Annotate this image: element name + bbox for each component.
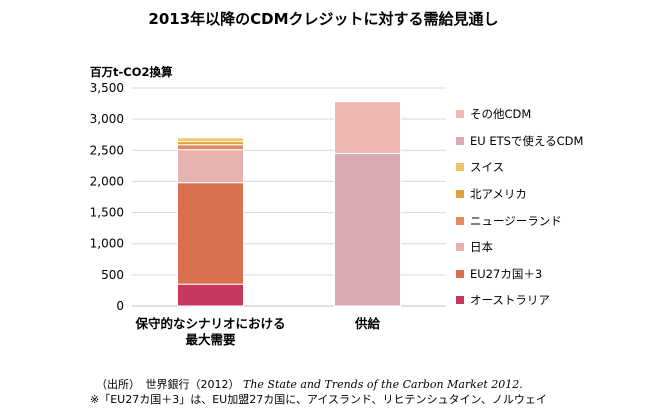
- legend-label: スイス: [470, 160, 505, 175]
- source-text: （出所） 世界銀行（2012） The State and Trends of …: [96, 377, 523, 392]
- legend-swatch: [456, 163, 464, 172]
- x-category-label: 供給: [354, 316, 381, 331]
- legend-item: ニュージーランド: [456, 207, 583, 234]
- bar-segment: [334, 152, 401, 307]
- legend-swatch: [456, 216, 464, 225]
- x-category-label: 最大需要: [185, 332, 236, 347]
- source-prefix: （出所） 世界銀行（2012）: [96, 378, 240, 391]
- legend-swatch: [456, 110, 464, 119]
- legend-label: 日本: [470, 240, 493, 255]
- legend-item: EU ETSで使えるCDM: [456, 128, 583, 155]
- legend-label: EU27カ国＋3: [470, 266, 543, 281]
- bar-segment: [177, 149, 244, 184]
- bar-segment: [177, 137, 244, 143]
- legend-swatch: [456, 243, 464, 252]
- y-tick-label: 3,500: [90, 81, 124, 95]
- bar-segment: [177, 182, 244, 285]
- legend-swatch: [456, 296, 464, 305]
- legend-label: その他CDM: [470, 107, 532, 122]
- y-tick-label: 1,000: [90, 237, 124, 251]
- bar-segment: [334, 101, 401, 154]
- bars: [177, 101, 401, 307]
- footnote: ※「EU27カ国＋3」は、EU加盟27カ国に、アイスランド、リヒテンシュタイン、…: [90, 393, 547, 406]
- legend-label: オーストラリア: [470, 293, 550, 308]
- legend-swatch: [456, 269, 464, 278]
- y-tick-label: 2,500: [90, 143, 124, 157]
- legend-item: オーストラリア: [456, 287, 583, 314]
- bar-segment: [177, 144, 244, 151]
- legend-item: その他CDM: [456, 101, 583, 128]
- y-tick-label: 2,000: [90, 174, 124, 188]
- y-tick-label: 1,500: [90, 206, 124, 220]
- legend-item: 北アメリカ: [456, 181, 583, 208]
- legend-swatch: [456, 190, 464, 199]
- stacked-bar-chart: 0 500 1,000 1,500 2,000 2,500 3,000 3,500 保守的なシ…: [90, 81, 446, 347]
- y-tick-label: 0: [116, 299, 124, 313]
- y-axis-unit-label: 百万t-CO2換算: [90, 65, 173, 79]
- y-tick-label: 500: [101, 268, 124, 282]
- y-axis-ticks: 0 500 1,000 1,500 2,000 2,500 3,000 3,500: [90, 81, 124, 313]
- legend-label: ニュージーランド: [470, 213, 562, 228]
- source-publication: The State and Trends of the Carbon Marke…: [243, 378, 523, 391]
- legend-label: EU ETSで使えるCDM: [470, 133, 584, 148]
- y-tick-label: 3,000: [90, 112, 124, 126]
- legend: その他CDM EU ETSで使えるCDM スイス北アメリカニュージーランド 日本 EU2…: [456, 101, 583, 314]
- legend-item: 日本: [456, 234, 583, 261]
- legend-label: 北アメリカ: [470, 187, 527, 202]
- legend-item: EU27カ国＋3: [456, 261, 583, 288]
- chart-title: 2013年以降のCDMクレジットに対する需給見通し: [148, 10, 499, 28]
- x-category-label: 保守的なシナリオにおける: [134, 316, 285, 331]
- bar-segment: [177, 283, 244, 307]
- legend-item: スイス: [456, 154, 583, 181]
- legend-swatch: [456, 136, 464, 145]
